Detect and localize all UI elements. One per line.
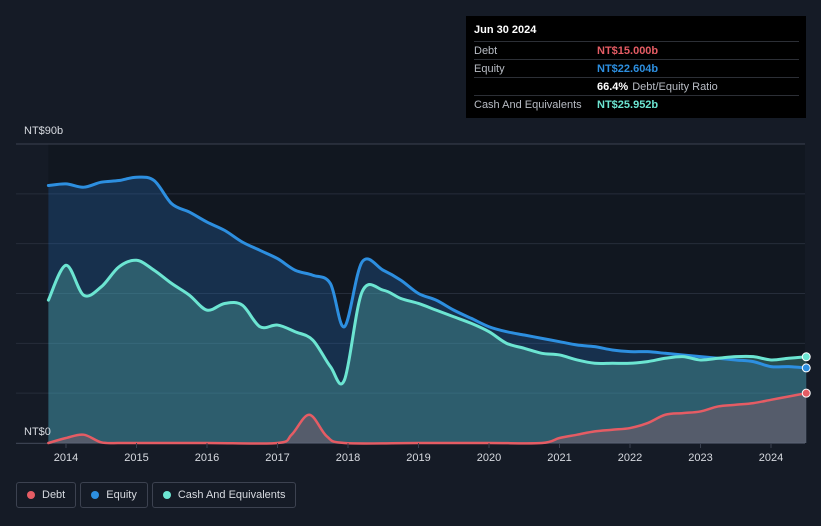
x-tick-label: 2022: [618, 452, 642, 464]
tooltip-value-ratio: 66.4%: [597, 80, 629, 93]
x-tick-label: 2015: [124, 452, 148, 464]
tooltip-row-cash: Cash And Equivalents NT$25.952b: [474, 95, 799, 113]
tooltip-value-debt: NT$15.000b: [597, 44, 659, 57]
x-tick-label: 2020: [477, 452, 501, 464]
legend-label: Equity: [106, 489, 137, 501]
tooltip-row-ratio: 66.4% Debt/Equity Ratio: [474, 77, 799, 95]
tooltip: Jun 30 2024 Debt NT$15.000b Equity NT$22…: [466, 16, 806, 118]
x-tick-label: 2017: [265, 452, 289, 464]
equity-area: [48, 177, 807, 443]
legend-dot-icon: [162, 491, 171, 499]
legend-dot-icon: [27, 491, 35, 499]
legend-dot-icon: [91, 491, 100, 499]
tooltip-label: Debt: [474, 44, 498, 57]
tooltip-label: Cash And Equivalents: [474, 98, 582, 111]
tooltip-row-debt: Debt NT$15.000b: [474, 41, 799, 59]
y-axis-top-label: NT$90b: [24, 125, 63, 137]
x-tick-label: 2018: [336, 452, 360, 464]
y-axis-bottom-label: NT$0: [24, 426, 51, 438]
legend-label: Debt: [42, 489, 66, 501]
tooltip-date: Jun 30 2024: [474, 24, 537, 36]
x-axis-ticks: 2014 2015 2016 2017 2018 2019 2020 2021 2022 2023…: [54, 443, 783, 464]
series-areas: [48, 177, 807, 444]
legend-label: Cash And Equivalents: [177, 489, 286, 501]
tooltip-value-cash: NT$25.952b: [597, 98, 659, 111]
series-endpoints: [801, 352, 811, 398]
legend-item-debt[interactable]: Debt: [16, 482, 77, 508]
x-tick-label: 2024: [759, 452, 783, 464]
x-tick-label: 2014: [54, 452, 78, 464]
legend: Debt Equity Cash And Equivalents: [16, 482, 300, 508]
tooltip-row-equity: Equity NT$22.604b: [474, 59, 799, 77]
tooltip-label: Equity: [474, 62, 505, 75]
legend-item-equity[interactable]: Equity: [80, 482, 148, 508]
cash-endpoint: [801, 352, 811, 362]
tooltip-ratio-label: Debt/Equity Ratio: [632, 80, 718, 93]
equity-line: [46, 175, 808, 370]
cash-line: [46, 258, 808, 386]
legend-item-cash[interactable]: Cash And Equivalents: [151, 482, 297, 508]
x-tick-label: 2019: [406, 452, 430, 464]
equity-endpoint: [801, 363, 811, 373]
cash-area: [48, 260, 807, 443]
x-tick-label: 2023: [688, 452, 712, 464]
x-tick-label: 2021: [547, 452, 571, 464]
x-tick-label: 2016: [195, 452, 219, 464]
debt-endpoint: [801, 388, 811, 398]
tooltip-value-equity: NT$22.604b: [597, 62, 659, 75]
debt-area: [48, 393, 807, 444]
